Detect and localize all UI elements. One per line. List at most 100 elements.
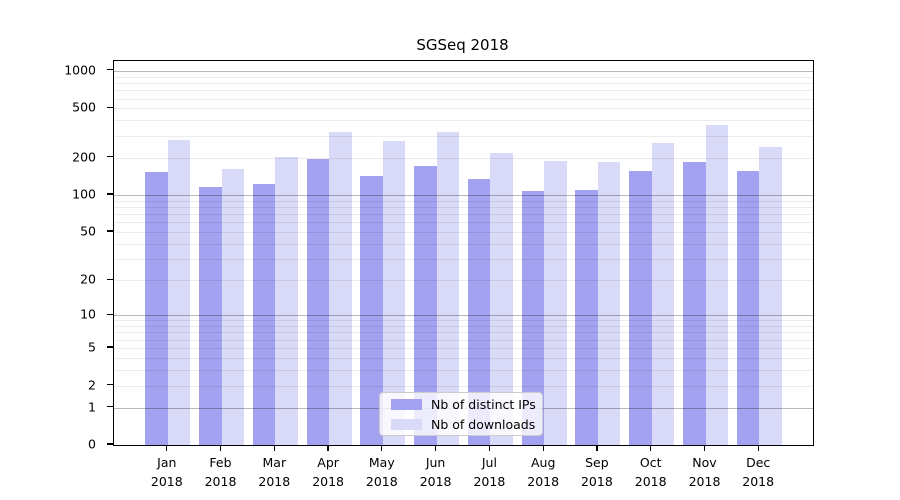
y-tick-mark (107, 443, 113, 445)
y-tick-mark (107, 278, 113, 280)
bar-downloads (490, 153, 513, 445)
minor-gridline (114, 90, 813, 92)
y-tick-label: 2 (88, 377, 96, 392)
bar-downloads (651, 142, 675, 445)
minor-gridline (114, 385, 813, 387)
major-gridline (114, 315, 813, 317)
x-tick-mark (488, 445, 490, 451)
minor-gridline (114, 232, 813, 234)
y-tick-label: 10 (80, 306, 96, 322)
x-tick-label: Nov 2018 (688, 455, 721, 489)
y-tick-mark (107, 313, 113, 315)
minor-gridline (114, 222, 813, 224)
y-tick-mark (107, 405, 113, 408)
legend-swatch-distinct-ips (391, 398, 422, 410)
x-tick-label: Jul 2018 (473, 455, 506, 489)
x-tick-mark (435, 445, 437, 451)
y-tick-mark (107, 193, 113, 195)
x-tick-label: May 2018 (365, 455, 398, 489)
x-tick-mark (219, 445, 222, 451)
x-tick-mark (273, 445, 275, 451)
y-tick-mark (107, 346, 113, 348)
y-tick-mark (107, 106, 113, 108)
bar-distinct-ips (575, 190, 598, 445)
bar-downloads (329, 132, 352, 445)
y-tick-mark (107, 230, 113, 232)
x-tick-label: Oct 2018 (634, 455, 667, 489)
bar-downloads (221, 169, 244, 445)
x-tick-mark (596, 445, 598, 451)
y-tick-mark (107, 156, 113, 158)
bar-downloads (436, 131, 460, 445)
y-tick-label: 200 (72, 149, 96, 165)
legend-label-downloads: Nb of downloads (431, 416, 536, 432)
y-tick-label: 1 (88, 399, 96, 414)
y-tick-label: 500 (72, 99, 96, 115)
legend-swatch-downloads (391, 418, 422, 430)
bar-distinct-ips (252, 183, 276, 445)
minor-gridline (114, 135, 813, 137)
bar-distinct-ips (306, 158, 330, 445)
bar-downloads (275, 157, 298, 445)
minor-gridline (114, 326, 813, 327)
bar-distinct-ips (360, 175, 383, 445)
minor-gridline (114, 348, 813, 349)
minor-gridline (114, 76, 813, 78)
bar-distinct-ips (414, 166, 437, 445)
x-tick-label: Apr 2018 (312, 455, 344, 489)
x-tick-label: Mar 2018 (258, 455, 291, 489)
minor-gridline (114, 200, 813, 202)
major-gridline (114, 70, 813, 72)
bar-distinct-ips (467, 179, 491, 445)
x-tick-label: Jan 2018 (150, 455, 183, 489)
y-tick-mark (107, 383, 113, 386)
minor-gridline (114, 108, 813, 110)
y-tick-label: 20 (80, 271, 96, 287)
legend-label-distinct-ips: Nb of distinct IPs (431, 396, 536, 412)
major-gridline (114, 195, 813, 197)
x-tick-label: Feb 2018 (204, 455, 237, 489)
minor-gridline (114, 157, 813, 159)
x-tick-label: Sep 2018 (580, 455, 613, 489)
x-tick-label: Dec 2018 (742, 455, 775, 489)
bar-downloads (167, 140, 191, 445)
minor-gridline (114, 332, 813, 334)
bar-distinct-ips (683, 162, 706, 445)
minor-gridline (114, 369, 813, 371)
bar-downloads (759, 147, 782, 445)
x-tick-mark (327, 445, 329, 451)
legend-row-downloads: Nb of downloads (391, 417, 542, 432)
minor-gridline (114, 320, 813, 322)
x-tick-label: Aug 2018 (527, 455, 560, 489)
x-tick-mark (703, 445, 706, 451)
bar-downloads (597, 162, 621, 445)
y-tick-label: 100 (72, 186, 96, 202)
minor-gridline (114, 280, 813, 282)
x-tick-mark (542, 445, 544, 451)
chart-title: SGSeq 2018 (416, 36, 509, 54)
x-tick-mark (650, 445, 652, 451)
y-tick-label: 50 (80, 223, 96, 239)
y-tick-label: 1000 (64, 62, 96, 78)
bar-distinct-ips (629, 170, 652, 445)
x-tick-label: Jun 2018 (419, 455, 452, 489)
bar-distinct-ips (199, 186, 222, 445)
x-tick-mark (757, 445, 759, 451)
minor-gridline (114, 98, 813, 100)
minor-gridline (114, 259, 813, 260)
bar-downloads (705, 124, 728, 445)
bar-distinct-ips (145, 171, 168, 445)
legend: Nb of distinct IPs Nb of downloads (379, 392, 543, 436)
y-tick-mark (107, 69, 113, 71)
y-tick-label: 5 (88, 339, 96, 355)
minor-gridline (114, 243, 813, 245)
bar-distinct-ips (736, 171, 760, 445)
plot-area (113, 60, 814, 446)
minor-gridline (114, 357, 813, 359)
bar-downloads (382, 141, 406, 445)
minor-gridline (114, 207, 813, 208)
minor-gridline (114, 339, 813, 341)
x-tick-mark (381, 445, 383, 451)
bar-distinct-ips (521, 190, 545, 445)
